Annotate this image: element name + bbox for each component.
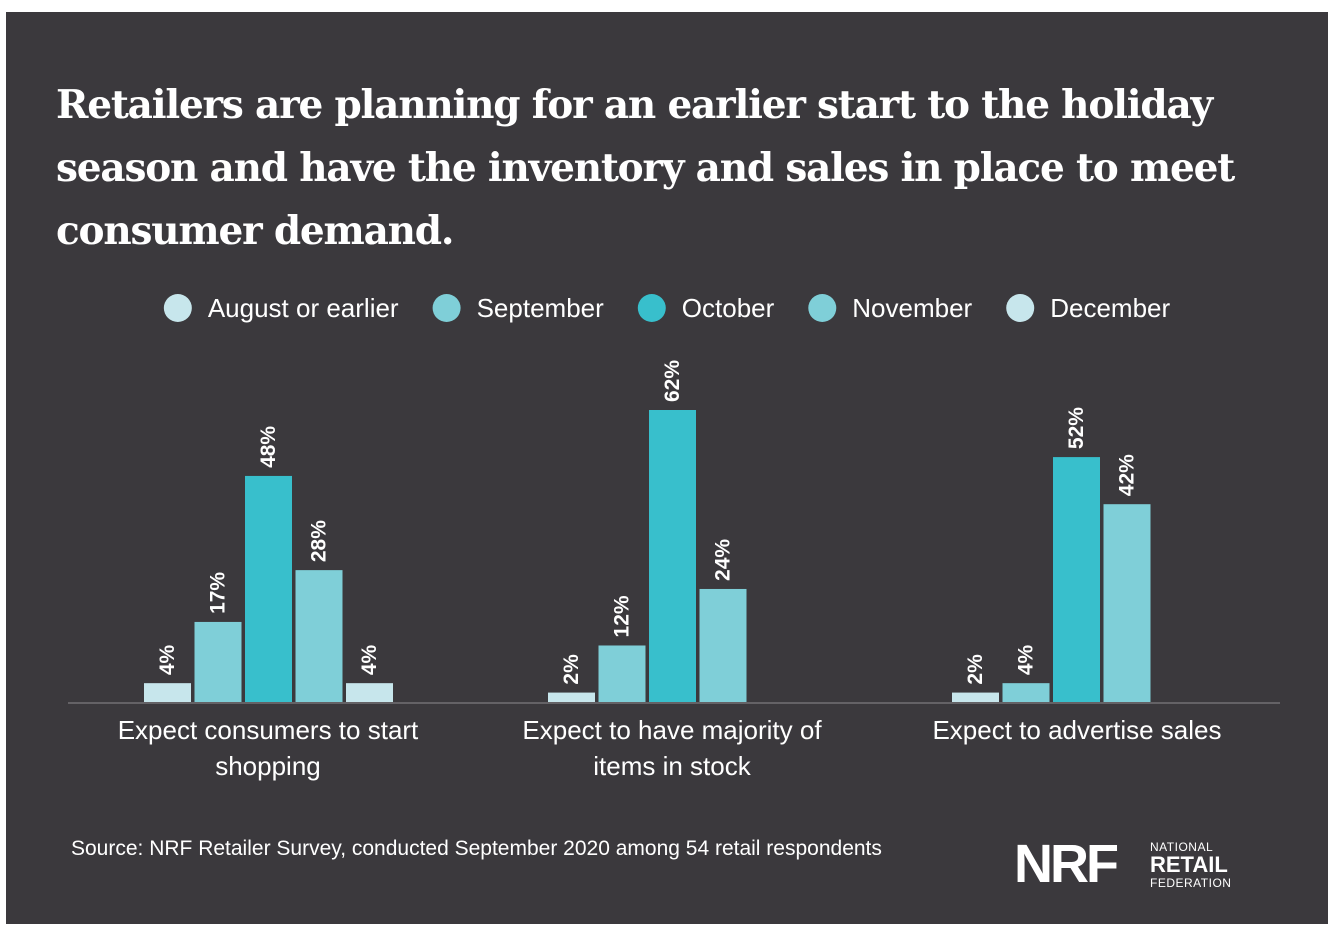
bar-g3-s2 (1002, 683, 1050, 702)
category-label-2-line-2: items in stock (593, 751, 751, 781)
data-label-g2-s3: 62% (661, 360, 684, 402)
category-label-2-line-1: Expect to have majority of (522, 715, 822, 745)
logo-line-1: NATIONAL (1150, 840, 1214, 854)
bar-g2-s3 (649, 410, 696, 702)
data-label-g3-s1: 2% (964, 654, 987, 685)
legend-swatch-4 (808, 294, 837, 322)
data-label-g3-s3: 52% (1065, 407, 1088, 449)
bar-g3-s4 (1103, 504, 1151, 702)
legend-label-2: September (477, 293, 605, 323)
legend-label-1: August or earlier (208, 293, 399, 323)
logo-line-3: FEDERATION (1150, 876, 1232, 890)
infographic-card: Retailers are planning for an earlier st… (6, 12, 1328, 924)
bar-g2-s1 (548, 692, 595, 702)
bar-g3-s3 (1053, 457, 1100, 702)
data-label-g2-s1: 2% (560, 654, 583, 685)
bar-g1-s4 (295, 570, 343, 702)
data-label-g1-s4: 28% (308, 520, 331, 562)
logo-mark: NRF (1014, 834, 1119, 894)
nrf-logo: NRF NATIONAL RETAIL FEDERATION (1014, 834, 1244, 894)
source-note: Source: NRF Retailer Survey, conducted S… (71, 837, 882, 860)
data-label-g1-s1: 4% (156, 644, 179, 675)
bar-g1-s1 (144, 683, 191, 702)
logo-line-2: RETAIL (1150, 852, 1228, 877)
bar-g1-s2 (194, 621, 242, 702)
category-label-1-line-1: Expect consumers to start (118, 715, 419, 745)
legend-swatch-3 (637, 294, 666, 322)
bar-g2-s4 (699, 588, 747, 702)
data-label-g3-s2: 4% (1015, 644, 1038, 675)
data-label-g2-s2: 12% (611, 595, 634, 637)
legend-label-5: December (1050, 293, 1170, 323)
data-label-g1-s5: 4% (358, 644, 381, 675)
data-label-g1-s2: 17% (207, 572, 230, 614)
category-label-3-line-1: Expect to advertise sales (932, 715, 1221, 745)
bar-g3-s1 (952, 692, 999, 702)
legend-swatch-2 (432, 294, 461, 322)
legend-label-3: October (682, 293, 775, 323)
bar-g1-s5 (346, 683, 393, 702)
data-label-g1-s3: 48% (257, 426, 280, 468)
category-label-1-line-2: shopping (215, 751, 321, 781)
chart-title: Retailers are planning for an earlier st… (56, 82, 1235, 254)
legend-swatch-5 (1006, 294, 1035, 322)
legend-label-4: November (852, 293, 972, 323)
legend-swatch-1 (163, 294, 192, 322)
bar-g1-s3 (245, 475, 292, 702)
logo-wordmark: NATIONAL RETAIL FEDERATION (1150, 841, 1231, 889)
data-label-g2-s4: 24% (712, 539, 735, 581)
bar-g2-s2 (598, 645, 646, 702)
data-label-g3-s4: 42% (1116, 454, 1139, 496)
bar-chart: August or earlier September October Novembe… (68, 293, 1280, 781)
